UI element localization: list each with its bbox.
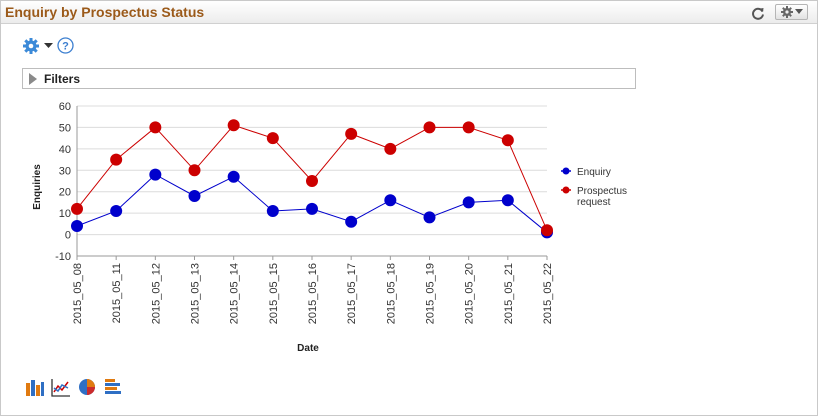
- data-point: [149, 168, 162, 181]
- y-tick-label: 30: [59, 165, 71, 177]
- legend-label: Enquiry: [577, 167, 611, 178]
- x-tick-label: 2015_05_13: [190, 263, 202, 324]
- data-point: [71, 220, 83, 232]
- x-tick-label: 2015_05_12: [150, 263, 162, 324]
- pie-chart-icon[interactable]: [77, 377, 97, 397]
- data-point: [110, 153, 123, 166]
- bar-chart-icon[interactable]: [25, 377, 45, 397]
- x-tick-label: 2015_05_11: [111, 263, 123, 323]
- legend-swatch-marker: [562, 186, 570, 194]
- gear-icon: [23, 38, 39, 54]
- data-point: [462, 121, 475, 134]
- x-tick-label: 2015_05_19: [425, 263, 437, 324]
- filters-panel-header[interactable]: Filters: [22, 68, 636, 89]
- data-point: [110, 205, 123, 217]
- data-point: [306, 175, 318, 187]
- data-point: [501, 194, 514, 207]
- data-point: [188, 164, 201, 177]
- filters-label: Filters: [44, 71, 81, 86]
- x-tick-label: 2015_05_21: [503, 263, 515, 324]
- pagelet-header: Enquiry by Prospectus Status: [1, 1, 817, 24]
- data-point: [345, 215, 358, 228]
- data-point: [384, 142, 397, 155]
- x-tick-label: 2015_05_08: [72, 263, 84, 324]
- x-tick-label: 2015_05_15: [268, 263, 280, 324]
- x-tick-label: 2015_05_22: [542, 263, 554, 324]
- data-point: [423, 121, 436, 134]
- data-point: [345, 127, 358, 140]
- svg-text:?: ?: [62, 41, 69, 53]
- x-tick-label: 2015_05_17: [346, 263, 358, 324]
- y-tick-label: 20: [59, 187, 71, 199]
- data-point: [423, 211, 436, 224]
- x-tick-label: 2015_05_18: [385, 263, 397, 324]
- line-chart: -10 0 10 20 30 40 50 60 2015_05_08 2015_05_11 2015…: [32, 101, 627, 354]
- y-axis-title: Enquiries: [32, 164, 43, 210]
- expand-arrow-icon: [29, 72, 37, 85]
- x-axis-title: Date: [297, 343, 319, 354]
- gear-icon: [780, 6, 793, 18]
- x-tick-label: 2015_05_14: [229, 263, 241, 324]
- chevron-down-icon: [794, 9, 803, 14]
- data-point: [266, 132, 279, 145]
- data-point: [227, 119, 240, 132]
- horizontal-bar-chart-icon[interactable]: [103, 377, 123, 397]
- chart-type-selector: [25, 377, 123, 397]
- data-point: [541, 224, 553, 237]
- chevron-down-icon: [44, 43, 53, 48]
- data-point: [149, 121, 162, 134]
- data-point: [266, 205, 279, 217]
- data-point: [71, 202, 83, 215]
- x-tick-label: 2015_05_16: [307, 263, 319, 324]
- help-icon[interactable]: ?: [57, 37, 74, 54]
- data-point: [384, 194, 397, 207]
- y-tick-label: 40: [59, 144, 71, 156]
- x-tick-label: 2015_05_20: [464, 263, 476, 324]
- y-tick-label: -10: [55, 251, 71, 263]
- legend-label: Prospectus request: [577, 186, 627, 208]
- chart-settings-button[interactable]: [22, 37, 54, 55]
- data-point: [462, 196, 475, 209]
- line-chart-icon[interactable]: [51, 377, 71, 397]
- y-tick-label: 10: [59, 208, 71, 220]
- legend-swatch-marker: [562, 167, 570, 175]
- data-point: [306, 202, 318, 215]
- y-tick-label: 60: [59, 101, 71, 113]
- pagelet-actions-button[interactable]: [775, 4, 808, 20]
- refresh-icon[interactable]: [749, 4, 766, 21]
- pagelet-title: Enquiry by Prospectus Status: [5, 4, 205, 20]
- data-point: [501, 134, 514, 147]
- y-tick-label: 50: [59, 122, 71, 134]
- data-point: [227, 170, 240, 183]
- y-tick-label: 0: [65, 230, 71, 242]
- data-point: [188, 190, 201, 202]
